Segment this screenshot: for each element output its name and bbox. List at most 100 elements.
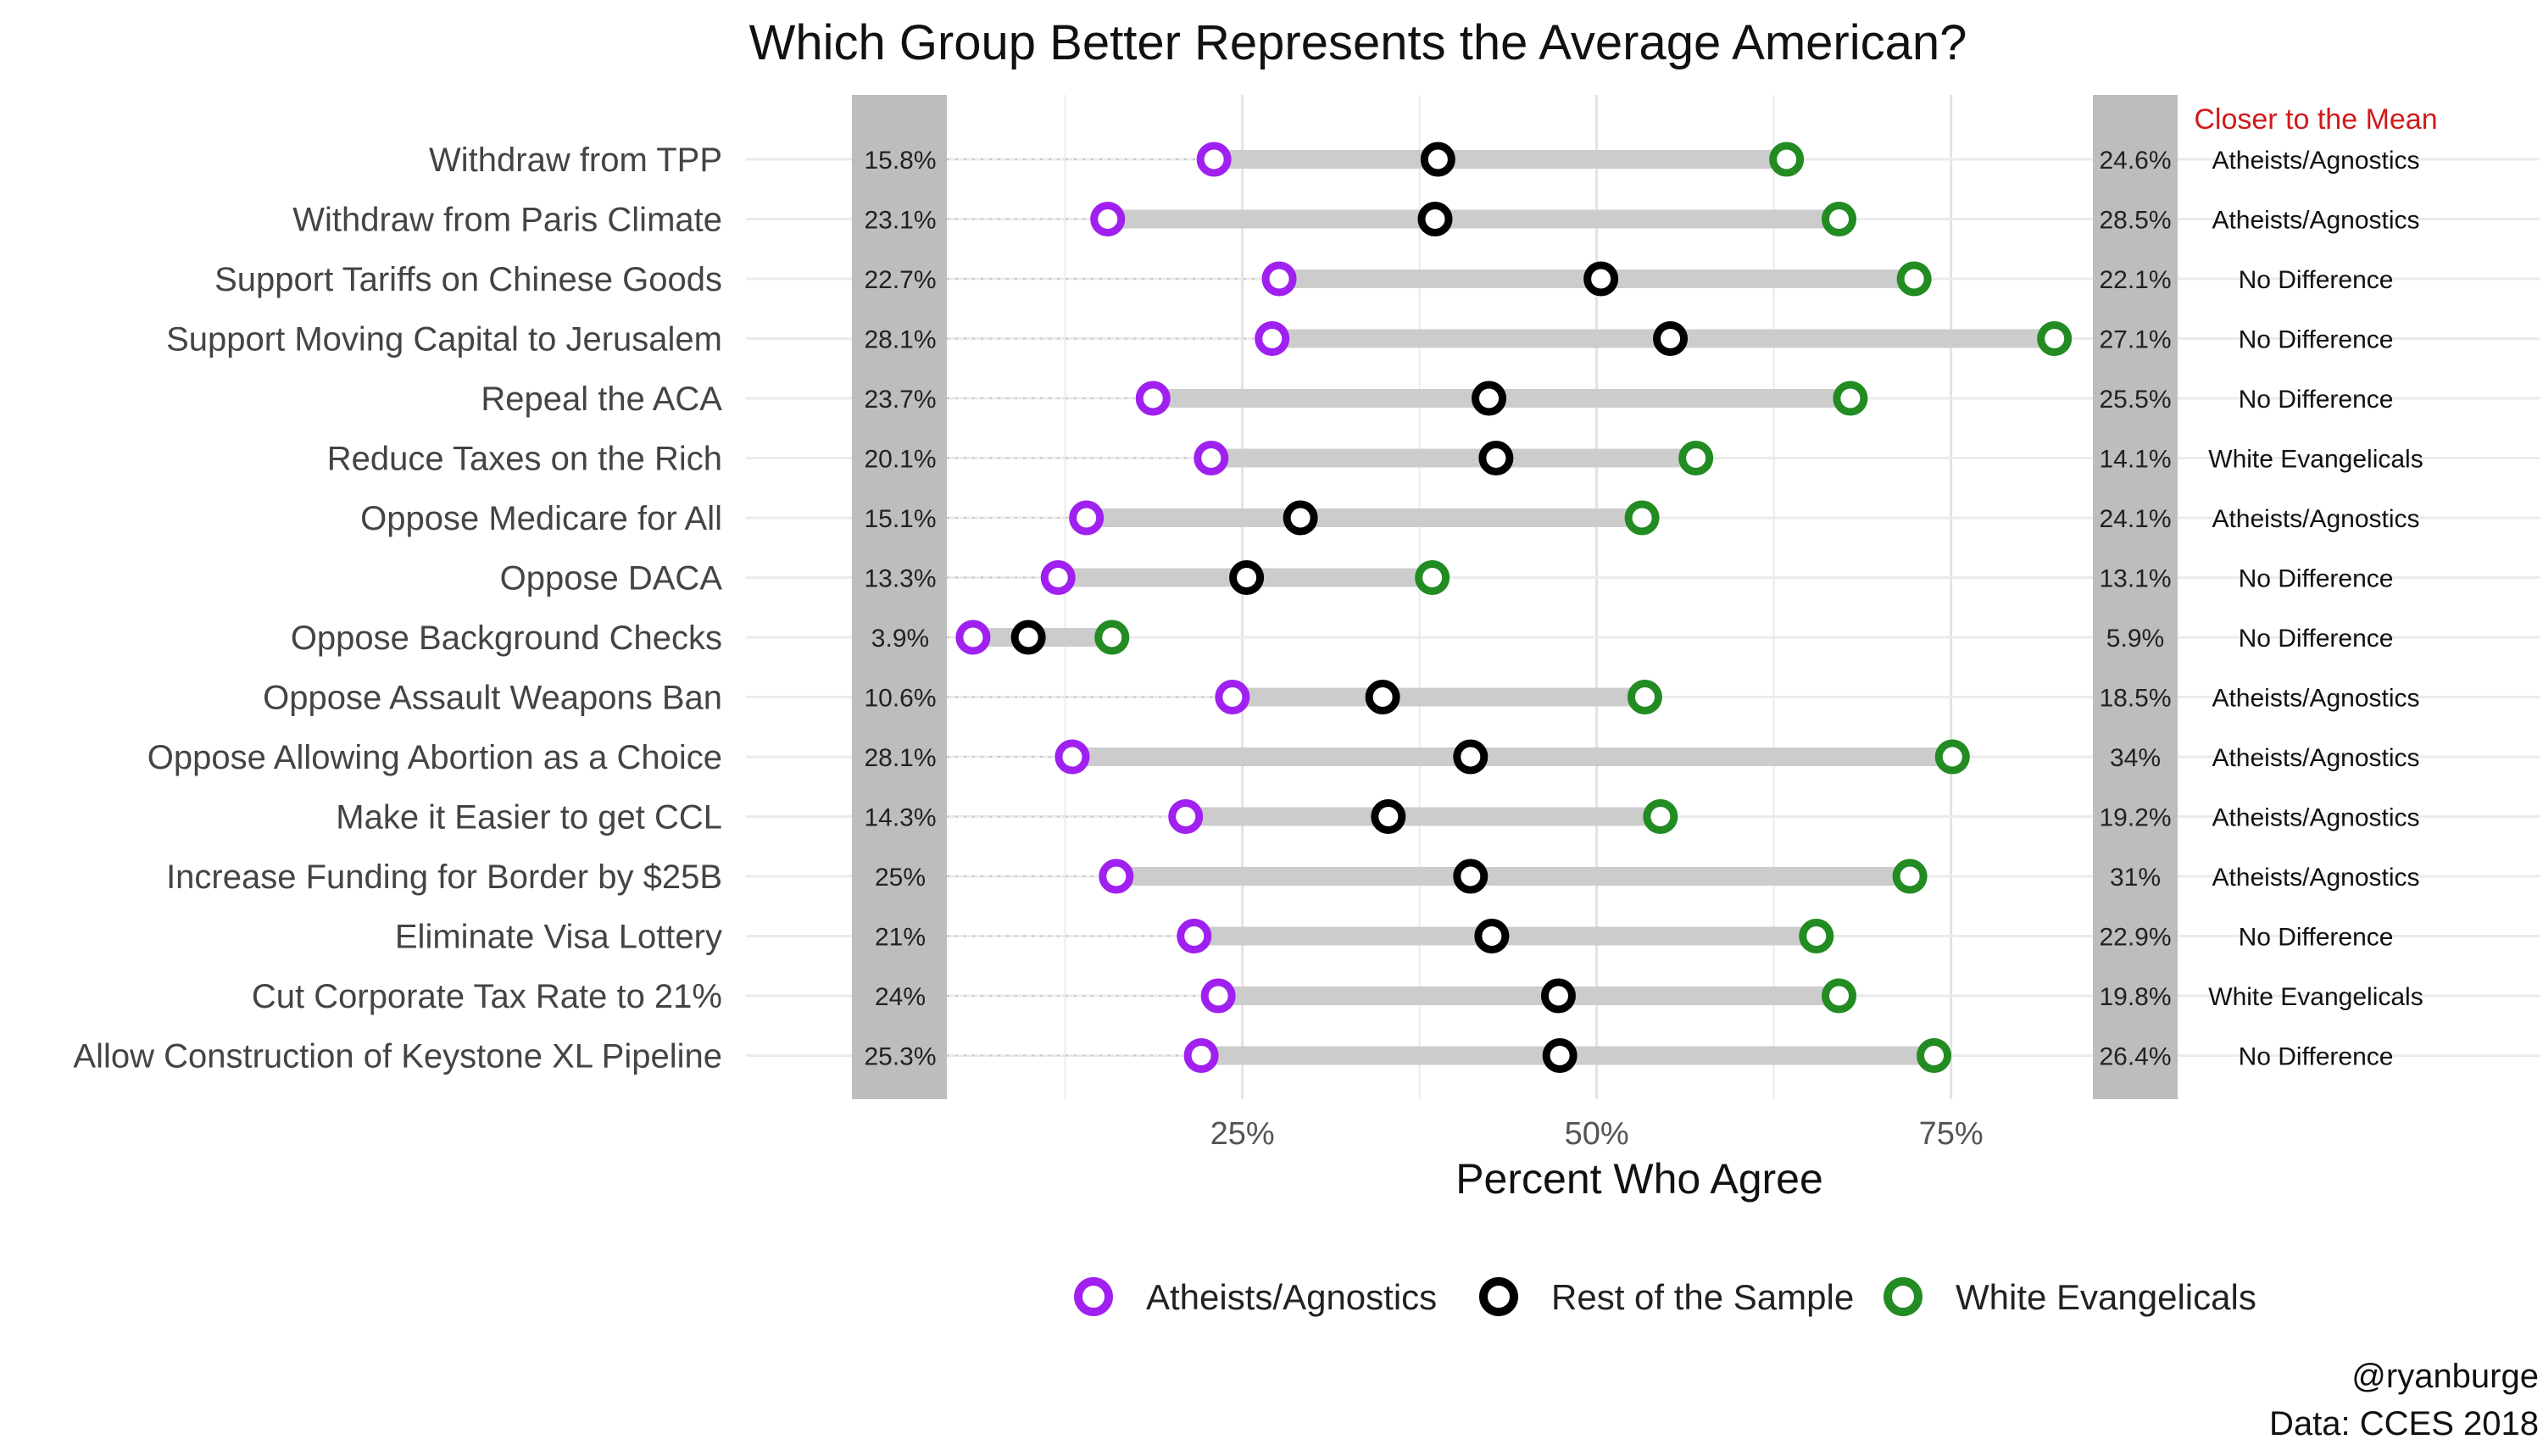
closer-value: No Difference — [2239, 625, 2394, 653]
row-5: Reduce Taxes on the Rich 20.1% 14.1% White … — [327, 441, 2423, 478]
legend-marker — [1884, 1277, 1923, 1316]
gap-atheist-value: 13.3% — [864, 565, 936, 593]
legend-item-1: Rest of the Sample — [1479, 1277, 1854, 1317]
gap-atheist-value: 14.3% — [864, 804, 936, 832]
category-label: Increase Funding for Border by $25B — [166, 859, 722, 896]
x-tick-label-0: 25% — [1210, 1116, 1275, 1152]
closer-value: Atheists/Agnostics — [2212, 505, 2419, 533]
evangelical-point — [1822, 202, 1857, 236]
atheist-point — [1090, 202, 1126, 236]
category-label: Oppose Background Checks — [291, 620, 722, 657]
category-label: Oppose Allowing Abortion as a Choice — [147, 739, 722, 776]
legend-marker — [1074, 1277, 1113, 1316]
gap-evangelical-value: 5.9% — [2106, 625, 2164, 653]
atheist-point — [1135, 381, 1171, 416]
legend-label: Rest of the Sample — [1551, 1277, 1854, 1317]
gap-atheist-value: 22.7% — [864, 266, 936, 294]
closer-value: No Difference — [2239, 266, 2394, 294]
rest-point — [1371, 799, 1406, 834]
closer-value: Atheists/Agnostics — [2212, 685, 2419, 713]
row-1: Withdraw from Paris Climate 23.1% 28.5% Ath… — [292, 202, 2419, 239]
closer-value: No Difference — [2239, 326, 2394, 354]
gap-atheist-value: 25.3% — [864, 1043, 936, 1071]
rest-point — [1653, 321, 1689, 356]
category-label: Eliminate Visa Lottery — [395, 919, 722, 956]
rest-point — [1542, 1038, 1578, 1073]
closer-value: Atheists/Agnostics — [2212, 744, 2419, 772]
category-label: Cut Corporate Tax Rate to 21% — [252, 978, 722, 1015]
legend-marker — [1479, 1277, 1518, 1316]
row-6: Oppose Medicare for All 15.1% 24.1% Atheist… — [360, 500, 2419, 537]
gap-evangelical-panel — [2093, 95, 2178, 1099]
evangelical-point — [1627, 680, 1662, 714]
rest-point — [1010, 620, 1046, 655]
gap-atheist-value: 15.8% — [864, 147, 936, 175]
row-12: Increase Funding for Border by $25B 25% 31… — [166, 859, 2420, 896]
atheist-point — [1069, 500, 1105, 536]
category-label: Withdraw from Paris Climate — [292, 202, 722, 239]
category-label: Withdraw from TPP — [429, 142, 722, 179]
rest-point — [1540, 978, 1576, 1014]
row-7: Oppose DACA 13.3% 13.1% No Difference — [500, 560, 2394, 597]
evangelical-point — [1094, 620, 1130, 655]
gap-evangelical-value: 19.2% — [2099, 804, 2171, 832]
caption-handle: @ryanburge — [2351, 1358, 2539, 1395]
row-8: Oppose Background Checks 3.9% 5.9% No Diffe… — [291, 620, 2394, 657]
gap-evangelical-value: 28.5% — [2099, 207, 2171, 235]
rest-point — [1583, 261, 1619, 297]
closer-value: Atheists/Agnostics — [2212, 804, 2419, 832]
evangelical-point — [1678, 441, 1714, 475]
closer-value: No Difference — [2239, 1043, 2394, 1071]
row-2: Support Tariffs on Chinese Goods 22.7% 22.… — [214, 261, 2393, 298]
chart-title: Which Group Better Represents the Averag… — [749, 15, 1967, 70]
legend-label: Atheists/Agnostics — [1146, 1277, 1437, 1317]
category-label: Oppose Medicare for All — [360, 500, 722, 537]
gap-evangelical-value: 26.4% — [2099, 1043, 2171, 1071]
gap-evangelical-value: 34% — [2110, 744, 2161, 772]
rest-point — [1478, 441, 1514, 475]
atheist-point — [1040, 560, 1076, 595]
x-tick-label-1: 50% — [1565, 1116, 1629, 1152]
row-10: Oppose Allowing Abortion as a Choice 28.1… — [147, 739, 2420, 776]
closer-value: No Difference — [2239, 386, 2394, 414]
closer-value: Atheists/Agnostics — [2212, 864, 2419, 892]
category-label: Support Tariffs on Chinese Goods — [214, 261, 722, 298]
closer-value: White Evangelicals — [2208, 983, 2423, 1011]
atheist-point — [1168, 799, 1204, 834]
category-label: Support Moving Capital to Jerusalem — [166, 321, 722, 358]
gap-atheist-value: 23.1% — [864, 207, 936, 235]
closer-value: White Evangelicals — [2208, 446, 2423, 474]
atheist-point — [1183, 1038, 1219, 1073]
row-3: Support Moving Capital to Jerusalem 28.1%… — [166, 321, 2393, 358]
atheist-point — [1215, 680, 1250, 714]
gap-atheist-value: 28.1% — [864, 326, 936, 354]
evangelical-point — [1896, 261, 1932, 297]
category-label: Reduce Taxes on the Rich — [327, 441, 722, 478]
evangelical-point — [1822, 978, 1857, 1014]
evangelical-point — [2037, 321, 2073, 356]
gap-atheist-panel — [852, 95, 947, 1099]
row-14: Cut Corporate Tax Rate to 21% 24% 19.8% Whi… — [252, 978, 2423, 1015]
gap-atheist-value: 15.1% — [864, 505, 936, 533]
gap-evangelical-value: 19.8% — [2099, 983, 2171, 1011]
gap-evangelical-value: 22.1% — [2099, 266, 2171, 294]
x-axis-ticks: 25% 50% 75% — [1210, 1116, 1984, 1152]
evangelical-point — [1624, 500, 1660, 536]
rest-point — [1229, 560, 1265, 595]
gap-atheist-value: 20.1% — [864, 446, 936, 474]
atheist-point — [1261, 261, 1297, 297]
gap-atheist-value: 25% — [875, 864, 926, 892]
gap-atheist-value: 24% — [875, 983, 926, 1011]
evangelical-point — [1769, 142, 1805, 177]
atheist-point — [1177, 919, 1212, 953]
atheist-point — [1200, 978, 1236, 1014]
category-label: Make it Easier to get CCL — [336, 799, 722, 836]
legend: Atheists/Agnostics Rest of the Sample Whit… — [1074, 1277, 2256, 1317]
gap-atheist-value: 28.1% — [864, 744, 936, 772]
atheist-point — [955, 620, 991, 655]
closer-header: Closer to the Mean — [2194, 103, 2437, 136]
evangelical-point — [1917, 1038, 1952, 1073]
x-axis-label: Percent Who Agree — [1455, 1155, 1823, 1203]
atheist-point — [1255, 321, 1290, 356]
